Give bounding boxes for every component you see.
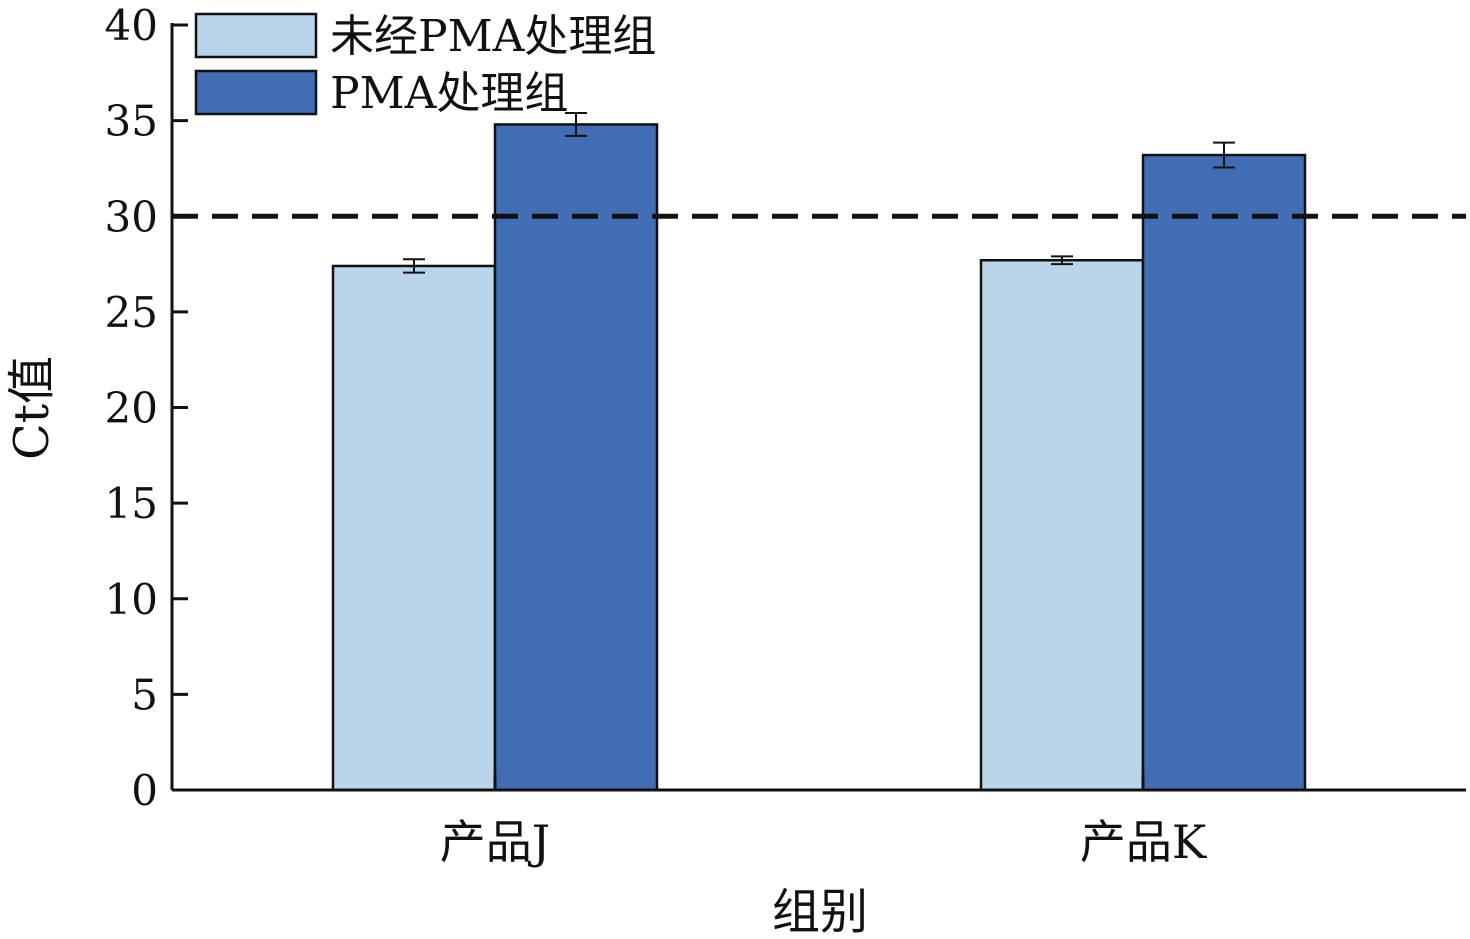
- y-axis-title: Ct值: [4, 356, 60, 460]
- y-tick-label-10: 10: [105, 575, 158, 624]
- y-tick-label-30: 30: [105, 192, 158, 241]
- y-tick-label-5: 5: [131, 670, 158, 719]
- axes-layer: 0 5 10 15 20 25 30 35 40 产品J 产品K 组别 Ct值: [4, 1, 1466, 939]
- legend-label-2: PMA处理组: [330, 68, 568, 119]
- legend-label-1: 未经PMA处理组: [330, 11, 656, 62]
- x-axis-title: 组别: [772, 884, 868, 939]
- y-tick-label-40: 40: [105, 1, 158, 50]
- x-tick-label-2: 产品K: [1080, 815, 1208, 869]
- bar-2-series-2: [1141, 153, 1307, 792]
- legend-swatch-1: [194, 12, 318, 59]
- error-bar-2-series-1: [1051, 255, 1073, 266]
- legend-swatch-2: [194, 69, 318, 116]
- legend: 未经PMA处理组 PMA处理组: [194, 11, 656, 119]
- y-tick-label-35: 35: [105, 97, 158, 146]
- bars-layer: [331, 123, 1307, 792]
- bar-1-series-1: [331, 264, 497, 792]
- y-tick-label-0: 0: [131, 766, 158, 815]
- error-bar-2-series-2: [1213, 141, 1235, 169]
- error-bars-layer: [403, 111, 1235, 274]
- bar-1-series-2: [493, 123, 659, 792]
- y-tick-label-15: 15: [105, 479, 158, 528]
- x-tick-label-1: 产品J: [440, 815, 550, 869]
- error-bar-1-series-1: [403, 258, 425, 274]
- y-tick-label-25: 25: [105, 288, 158, 337]
- error-bar-1-series-2: [565, 111, 587, 137]
- bar-2-series-1: [979, 258, 1145, 792]
- y-tick-label-20: 20: [105, 384, 158, 433]
